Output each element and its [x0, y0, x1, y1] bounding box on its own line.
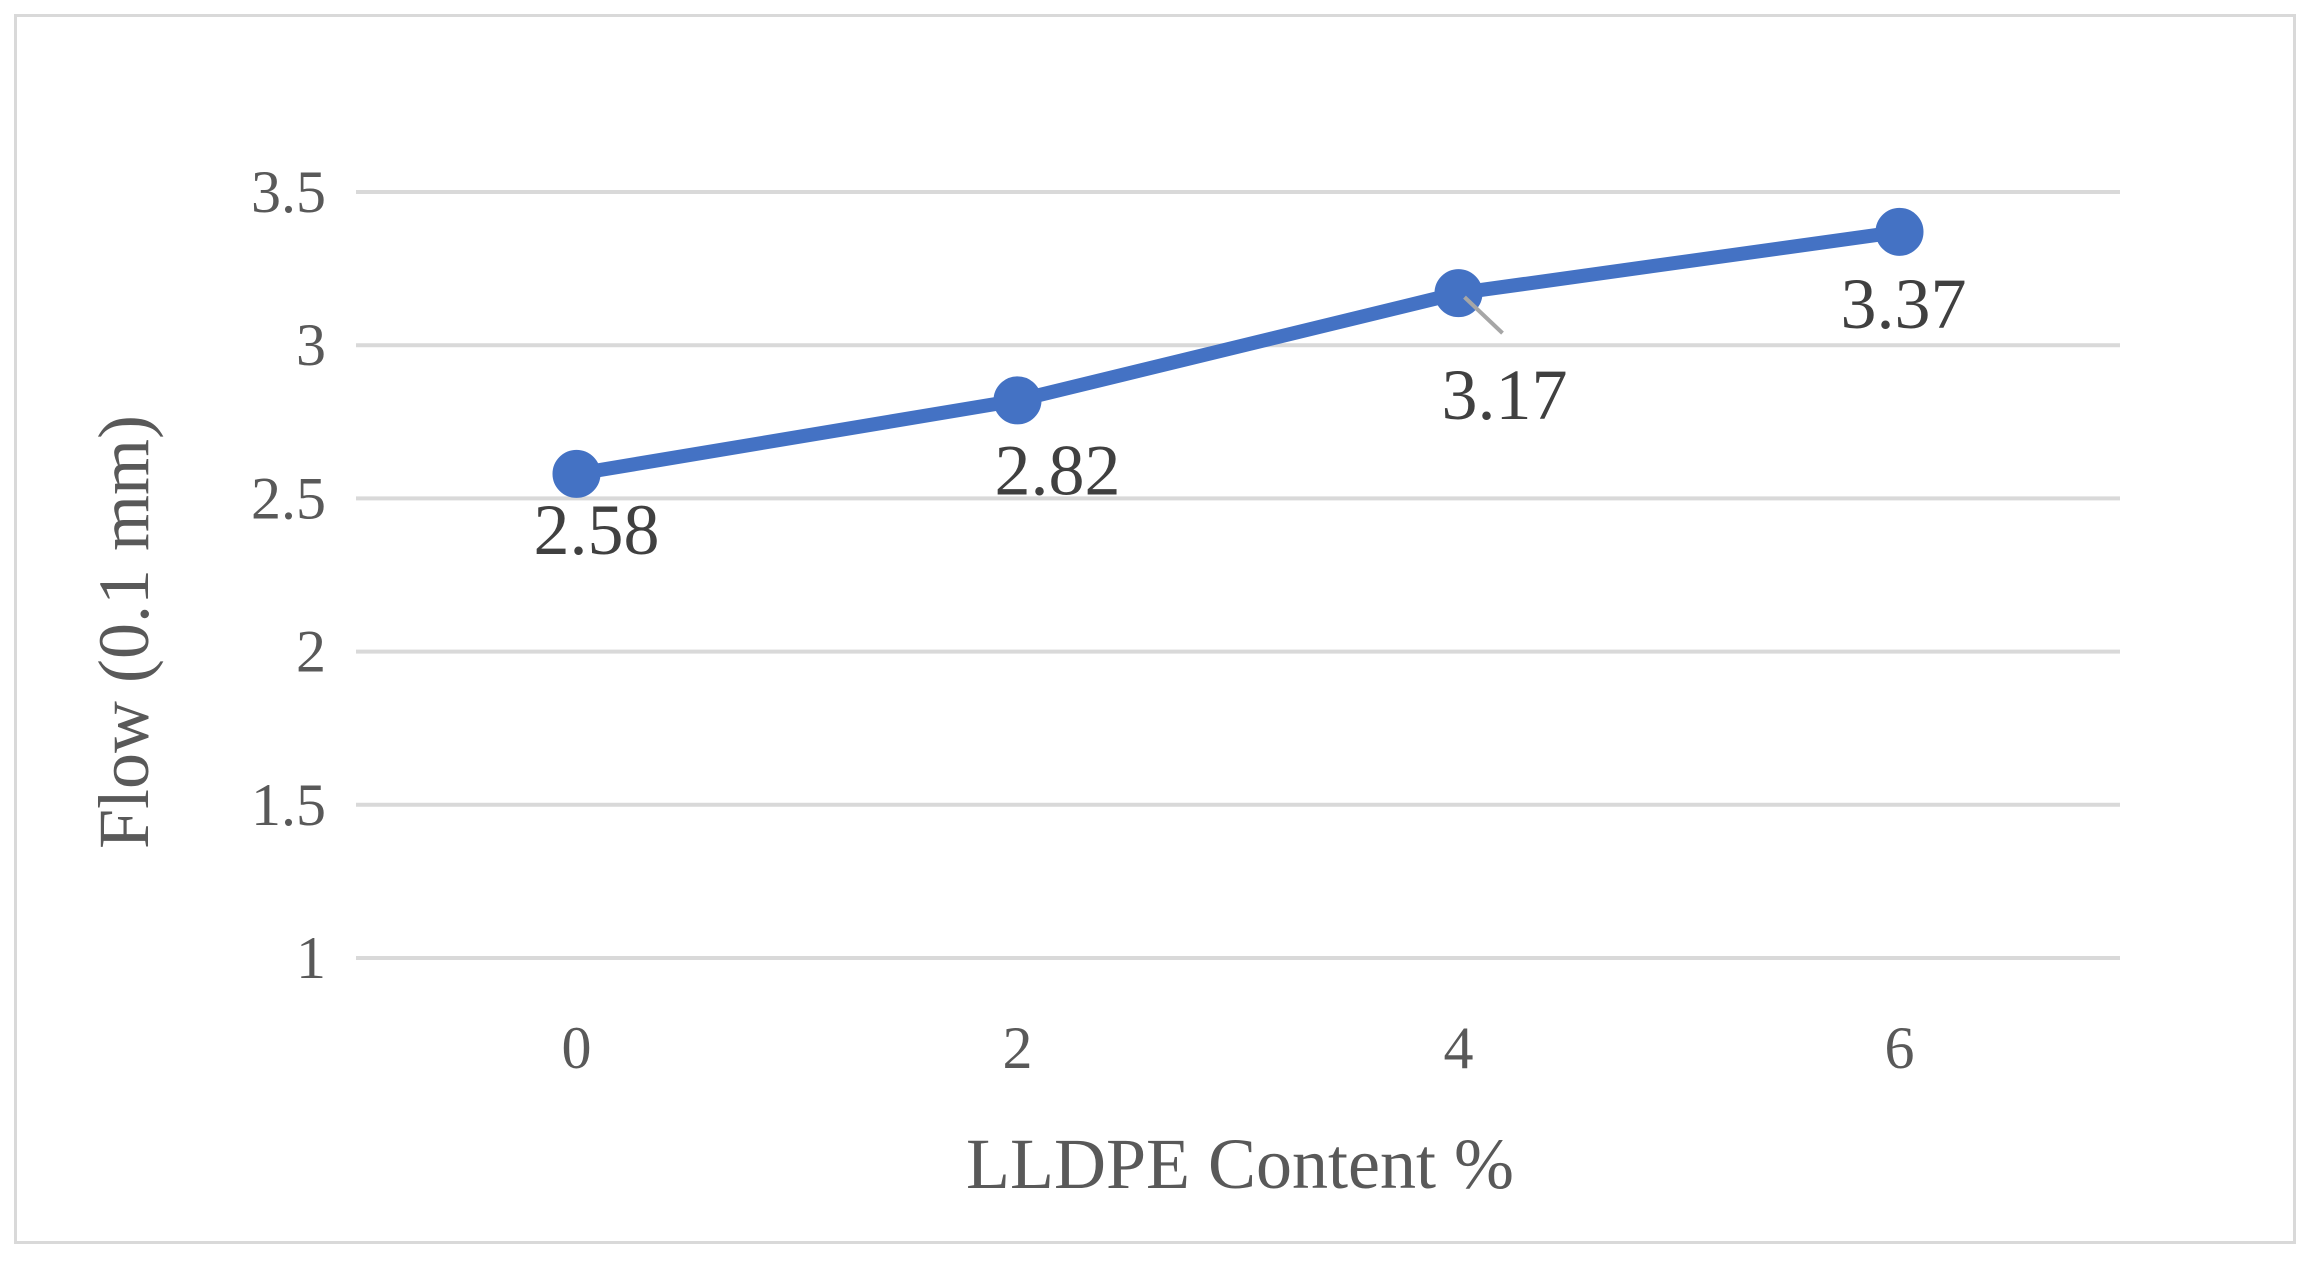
data-label: 2.58	[534, 490, 660, 570]
data-label: 3.17	[1442, 355, 1568, 435]
y-tick-label: 2.5	[251, 465, 326, 531]
data-labels: 2.58 2.82 3.17 3.37	[534, 264, 1967, 570]
series-line	[569, 224, 1907, 481]
data-point-marker	[993, 376, 1042, 425]
y-tick-label: 1.5	[251, 772, 326, 838]
data-point-marker	[552, 449, 601, 498]
x-axis-tick-labels: 0 2 4 6	[562, 1015, 1915, 1081]
y-tick-label: 3	[296, 312, 326, 378]
y-tick-label: 2	[296, 619, 326, 685]
x-axis-title: LLDPE Content %	[966, 1124, 1514, 1204]
data-label: 3.37	[1841, 264, 1967, 344]
data-label: 2.82	[995, 430, 1121, 510]
x-tick-label: 4	[1444, 1015, 1474, 1081]
series-layer	[552, 207, 1924, 498]
x-tick-label: 6	[1885, 1015, 1915, 1081]
x-tick-label: 2	[1003, 1015, 1033, 1081]
data-label-leader-line	[1463, 295, 1504, 335]
y-axis-tick-labels: 1 1.5 2 2.5 3 3.5	[251, 159, 326, 991]
y-axis-title: Flow (0.1 mm)	[84, 415, 164, 849]
y-tick-label: 1	[296, 925, 326, 991]
y-tick-label: 3.5	[251, 159, 326, 225]
data-point-marker	[1875, 207, 1924, 256]
x-tick-label: 0	[562, 1015, 592, 1081]
